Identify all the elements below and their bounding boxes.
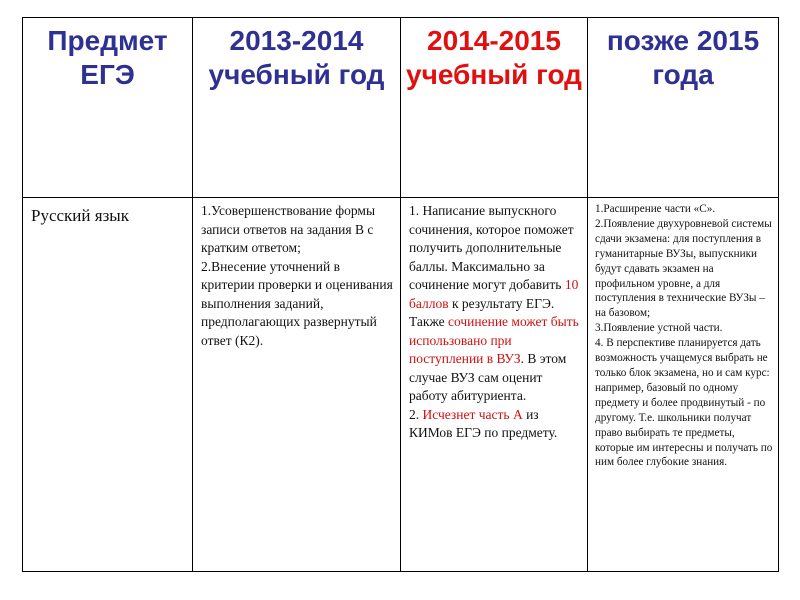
table-row: Русский язык 1.Усовершенствование формы …: [22, 197, 779, 572]
text: 2.: [409, 406, 423, 422]
item: 1.Расширение части «С».: [595, 203, 716, 215]
item: 1. Написание выпускного сочинения, котор…: [409, 202, 581, 406]
header-after-2015: позже 2015 года: [587, 17, 779, 198]
highlight: Исчезнет часть А: [422, 406, 523, 422]
cell-2013-2014: 1.Усовершенствование формы записи ответо…: [192, 197, 401, 572]
header-2013-2014: 2013-2014 учебный год: [192, 17, 401, 198]
text: к результату ЕГЭ. Также: [409, 295, 555, 330]
text: 1. Написание выпускного сочинения, котор…: [409, 203, 574, 292]
ege-changes-table: Предмет ЕГЭ 2013-2014 учебный год 2014-2…: [22, 17, 779, 572]
cell-2014-2015: 1. Написание выпускного сочинения, котор…: [400, 197, 588, 572]
text: . В этом случае ВУЗ сам оценит работу аб…: [409, 351, 567, 403]
item: 2. Исчезнет часть А из КИМов ЕГЭ по пред…: [409, 406, 581, 443]
highlight: сочинение может быть использовано при по…: [409, 314, 579, 366]
item: 3.Появление устной части.: [595, 322, 723, 335]
text: из КИМов ЕГЭ по предмету.: [409, 406, 558, 441]
subject-cell: Русский язык: [22, 197, 193, 572]
cell-after-2015: 1.Расширение части «С». 2.Появление двух…: [587, 197, 779, 572]
header-subject: Предмет ЕГЭ: [22, 17, 193, 198]
header-2014-2015: 2014-2015 учебный год: [400, 17, 588, 198]
highlight: 10 баллов: [409, 277, 579, 311]
item: 4. В перспективе планируется дать возмож…: [595, 337, 773, 469]
item: 2.Внесение уточнений в критерии проверки…: [201, 258, 393, 348]
item: 2.Появление двухуровневой системы сдачи …: [595, 217, 772, 320]
item: 1.Усовершенствование формы записи ответо…: [201, 203, 376, 255]
header-row: Предмет ЕГЭ 2013-2014 учебный год 2014-2…: [22, 17, 779, 198]
